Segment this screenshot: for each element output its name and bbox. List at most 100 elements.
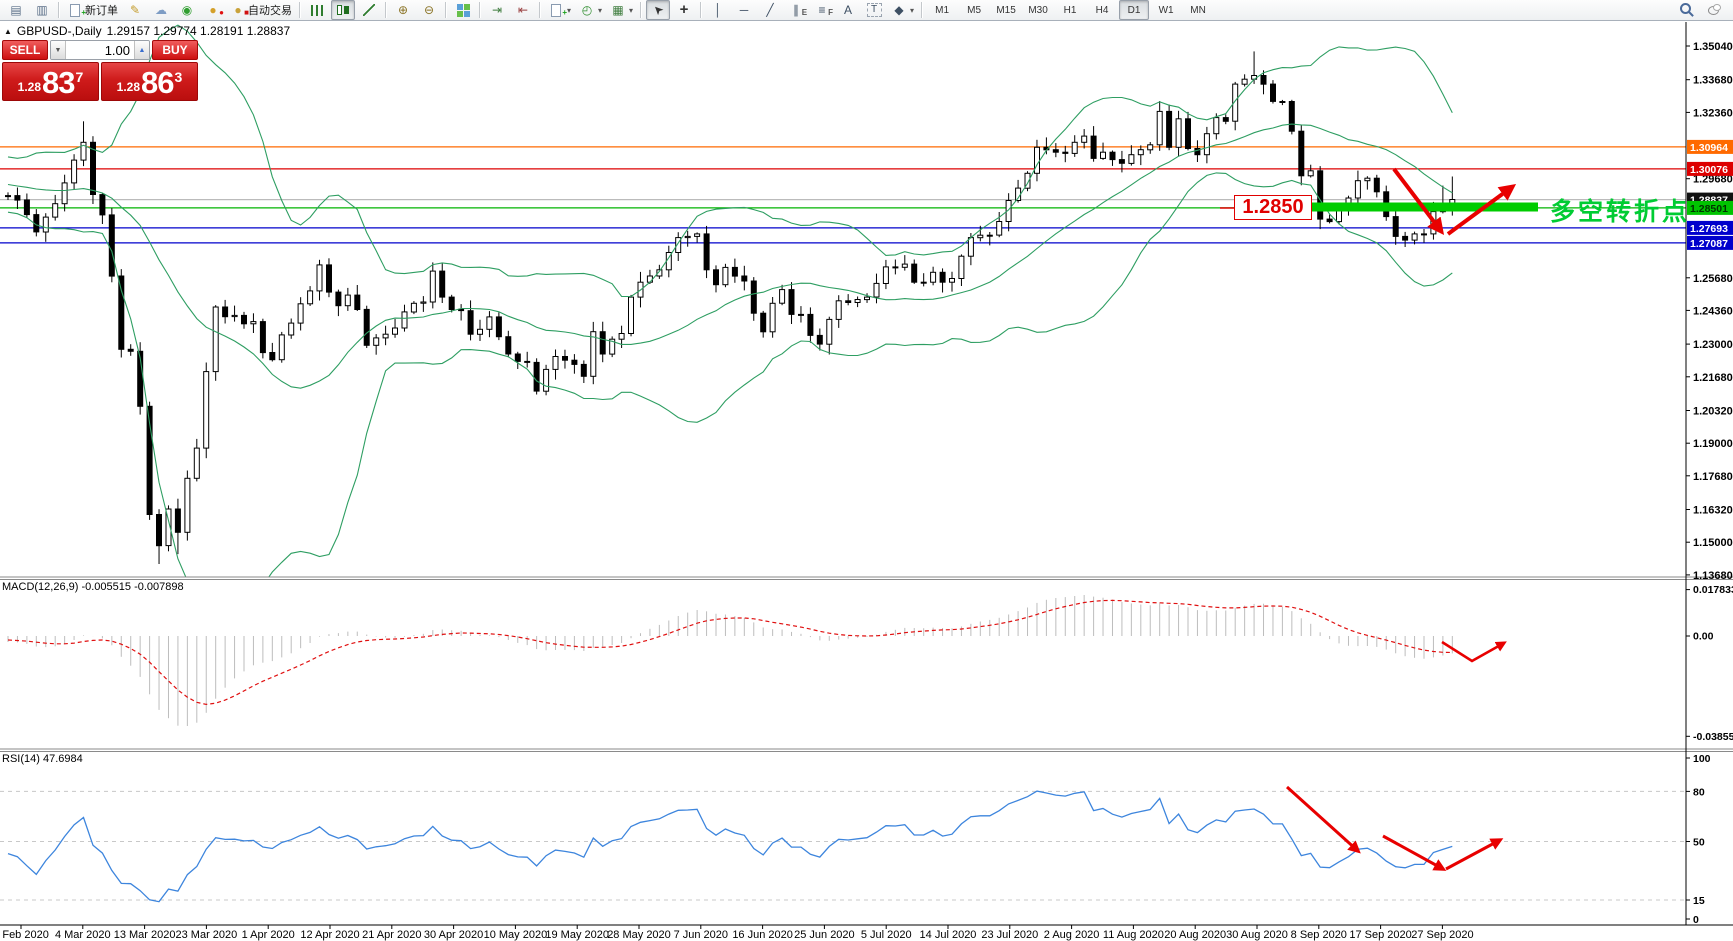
svg-text:17 Sep 2020: 17 Sep 2020: [1349, 929, 1411, 941]
volume-input[interactable]: [66, 41, 134, 59]
annotations-layer[interactable]: [1220, 167, 1538, 871]
toolbar-chart-candles-button[interactable]: [331, 0, 355, 20]
toolbar-cursor-button[interactable]: ➤: [646, 0, 671, 20]
timeframe-d1-button[interactable]: D1: [1119, 0, 1150, 20]
toolbar-periods-button[interactable]: ◴ ▾: [576, 0, 605, 20]
toolbar-vertical-line-button[interactable]: │: [706, 0, 730, 20]
price-axis[interactable]: 1.35040 1.33680 1.32360 1.29680 1.25680 1.243…: [1686, 41, 1733, 582]
toolbar-fibonacci-button[interactable]: ≡ F: [810, 0, 834, 20]
toolbar-separator: [640, 2, 643, 18]
panel-splitters[interactable]: [0, 576, 1733, 752]
toolbar-indicators-button[interactable]: + ▾: [545, 0, 574, 20]
periods-dropdown-icon[interactable]: ▾: [598, 5, 603, 15]
chart-shift-icon: ⇤: [517, 3, 529, 17]
toolbar-right-group: [1674, 0, 1730, 20]
toolbar-chart-line-button[interactable]: [357, 0, 381, 20]
timeframe-mn-button[interactable]: MN: [1190, 4, 1206, 16]
arrows-icon: ◆: [894, 3, 904, 17]
svg-text:50: 50: [1693, 837, 1705, 849]
toolbar-new-chart-button[interactable]: ▤: [4, 0, 28, 20]
market-icon: ● ●: [205, 2, 224, 18]
svg-text:1.32360: 1.32360: [1693, 107, 1733, 119]
svg-text:30 Apr 2020: 30 Apr 2020: [424, 929, 483, 941]
timeframe-m15-button[interactable]: M15: [996, 4, 1016, 16]
main-toolbar: ▤ ▥ + 新订单 ✎ ☁ ◉ ● ● ● ■ 自动交易 ⊕ ⊖ ⇥ ⇤ + ▾ ◴ ▾ ▦ ▾ ➤ + │ ─ ╱ ∥ E ≡ F A T ◆ ▾…: [0, 0, 1733, 21]
toolbar-equidistant-channel-button[interactable]: ∥ E: [784, 0, 808, 20]
svg-text:80: 80: [1693, 786, 1705, 798]
toolbar-auto-trading-button[interactable]: ● ■ 自动交易: [227, 0, 295, 20]
buy-button[interactable]: BUY: [152, 40, 198, 60]
toolbar-crosshair-button[interactable]: +: [672, 0, 696, 20]
svg-text:11 Aug 2020: 11 Aug 2020: [1103, 929, 1164, 941]
toolbar-styler-button[interactable]: ✎: [123, 0, 147, 20]
red-trend-arrow[interactable]: [1392, 167, 1445, 236]
svg-text:1.28501: 1.28501: [1690, 203, 1728, 215]
buy-price-panel[interactable]: 1.28 86 3: [101, 62, 198, 101]
chart-frames: [0, 22, 1733, 926]
toolbar-zoom-out-button[interactable]: ⊖: [417, 0, 441, 20]
new-order-label: 新订单: [85, 5, 118, 17]
toolbar-search-button[interactable]: [1675, 0, 1699, 20]
sell-price-panel[interactable]: 1.28 83 7: [2, 62, 99, 101]
auto-trading-badge-icon: ■: [244, 8, 249, 17]
svg-text:30 Aug 2020: 30 Aug 2020: [1226, 929, 1288, 941]
toolbar-chart-shift-button[interactable]: ⇤: [511, 0, 535, 20]
svg-text:10 May 2020: 10 May 2020: [484, 929, 548, 941]
rsi-red-arrow[interactable]: [1445, 838, 1504, 871]
volume-decrease-button[interactable]: ▼: [51, 41, 66, 59]
toolbar-mql5-community-button[interactable]: ☁: [149, 0, 173, 20]
red-trend-arrow[interactable]: [1446, 184, 1517, 236]
rsi-line: [7, 790, 1453, 903]
price-level-flag[interactable]: 1.2850: [1234, 195, 1312, 220]
toolbar-separator: [921, 2, 924, 18]
svg-text:0.017833: 0.017833: [1693, 584, 1733, 596]
toolbar-text-button[interactable]: A: [836, 0, 860, 20]
toolbar-tile-windows-button[interactable]: [451, 0, 475, 20]
rsi-red-arrow[interactable]: [1285, 785, 1361, 854]
chart-symbol-period: GBPUSD-,Daily: [16, 24, 102, 38]
toolbar-signals-button[interactable]: ◉: [175, 0, 199, 20]
toolbar-market-button[interactable]: ● ●: [201, 0, 225, 20]
toolbar-chat-button[interactable]: [1701, 0, 1725, 20]
toolbar-horizontal-line-button[interactable]: ─: [732, 0, 756, 20]
timeframe-m1-button[interactable]: M1: [935, 4, 950, 16]
search-icon: [1679, 2, 1695, 18]
tile-windows-icon: [456, 3, 470, 17]
toolbar-new-order-button[interactable]: + 新订单: [64, 0, 121, 20]
toolbar-separator: [539, 2, 541, 18]
toolbar-separator: [385, 2, 387, 18]
arrows-dropdown-icon[interactable]: ▾: [910, 5, 915, 15]
timeframe-m5-button[interactable]: M5: [967, 4, 982, 16]
toolbar-text-label-button[interactable]: T: [862, 0, 886, 20]
toolbar-templates-button[interactable]: ▦ ▾: [607, 0, 636, 20]
indicators-dropdown-icon[interactable]: ▾: [567, 5, 572, 15]
macd-red-arrow[interactable]: [1441, 640, 1507, 663]
volume-increase-button[interactable]: ▲: [134, 41, 149, 59]
toolbar-auto-scroll-button[interactable]: ⇥: [485, 0, 509, 20]
toolbar-chart-profiles-button[interactable]: ▥: [30, 0, 54, 20]
toolbar-arrows-button[interactable]: ◆ ▾: [888, 0, 917, 20]
annotation-note-text[interactable]: 多空转折点: [1550, 198, 1691, 226]
auto-trading-icon: ● ■: [230, 2, 249, 18]
chart-bars-icon: [311, 4, 323, 16]
toolbar-chart-bars-button[interactable]: [305, 0, 329, 20]
candles-layer: [5, 51, 1456, 564]
timeframe-m30-button[interactable]: M30: [1028, 4, 1048, 16]
svg-text:1.13680: 1.13680: [1693, 570, 1733, 582]
timeframe-h1-button[interactable]: H1: [1063, 4, 1077, 16]
toolbar-separator: [700, 2, 703, 18]
sell-button[interactable]: SELL: [2, 40, 48, 60]
templates-dropdown-icon[interactable]: ▾: [629, 5, 634, 15]
timeframe-w1-button[interactable]: W1: [1158, 4, 1174, 16]
bollinger-bands[interactable]: [7, 24, 1453, 599]
timeframe-h4-button[interactable]: H4: [1095, 4, 1109, 16]
toolbar-zoom-in-button[interactable]: ⊕: [391, 0, 415, 20]
new-order-badge-icon: +: [81, 8, 86, 17]
vertical-line-icon: │: [714, 3, 722, 17]
svg-text:8 Sep 2020: 8 Sep 2020: [1291, 929, 1347, 941]
toolbar-trendline-button[interactable]: ╱: [758, 0, 782, 20]
rsi-red-arrow[interactable]: [1382, 834, 1447, 871]
toolbar-separator: [299, 2, 301, 18]
